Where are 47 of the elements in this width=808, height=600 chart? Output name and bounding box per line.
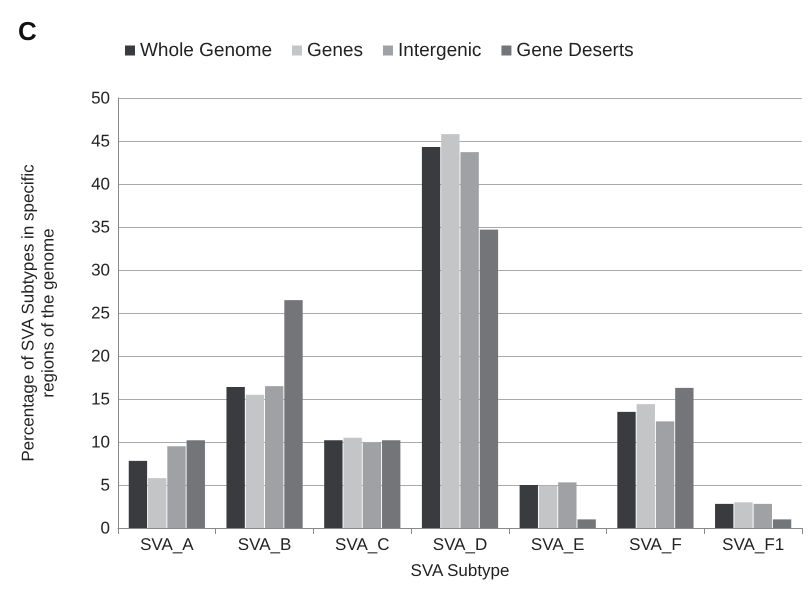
y-tick-label: 15 — [91, 390, 110, 408]
bar — [343, 438, 362, 528]
bar — [186, 440, 205, 528]
bar — [284, 300, 303, 528]
bar — [715, 504, 734, 528]
y-tick-label: 50 — [91, 88, 110, 108]
bar — [734, 502, 753, 528]
legend-label: Intergenic — [398, 40, 482, 61]
legend-label: Whole Genome — [140, 40, 272, 61]
text: C — [18, 16, 37, 46]
y-tick-label: 35 — [91, 218, 110, 236]
y-tick-label: 45 — [91, 132, 110, 150]
bar — [480, 230, 498, 528]
y-tick-label: 30 — [91, 260, 110, 280]
x-tick-label: SVA_A — [140, 535, 194, 554]
y-tick-label: 10 — [91, 432, 110, 452]
bar — [128, 460, 148, 528]
x-axis-title: SVA Subtype — [410, 561, 510, 580]
y-tick-label: 25 — [91, 304, 110, 322]
bar — [148, 478, 166, 528]
bar — [636, 404, 655, 528]
y-tick-label: 40 — [91, 174, 110, 194]
bar — [772, 519, 792, 528]
x-tick-label: SVA_F1 — [722, 535, 784, 554]
bar — [382, 440, 400, 528]
bar — [226, 386, 245, 528]
bar — [538, 486, 558, 528]
legend-label: Genes — [307, 40, 363, 61]
bar — [675, 388, 694, 528]
bar — [520, 485, 538, 528]
y-axis-title: Percentage of SVA Subtypes in specific regions of the genome — [18, 164, 58, 462]
bar — [577, 519, 596, 528]
x-tick-label: SVA_B — [238, 535, 292, 554]
y-tick-label: 5 — [100, 476, 110, 494]
bar — [617, 412, 636, 528]
bar — [441, 134, 460, 528]
y-tick-label: 20 — [91, 346, 110, 366]
legend-label: Gene Deserts — [516, 40, 634, 61]
x-tick-label: SVA_F — [629, 535, 682, 554]
bar — [754, 504, 772, 528]
bar — [246, 394, 264, 528]
bar — [422, 147, 440, 528]
bar — [324, 440, 343, 528]
x-tick-label: SVA_D — [432, 535, 488, 554]
y-tick-label: 0 — [100, 518, 110, 538]
x-tick-label: SVA_E — [530, 535, 584, 554]
x-tick-label: SVA_C — [335, 535, 390, 554]
